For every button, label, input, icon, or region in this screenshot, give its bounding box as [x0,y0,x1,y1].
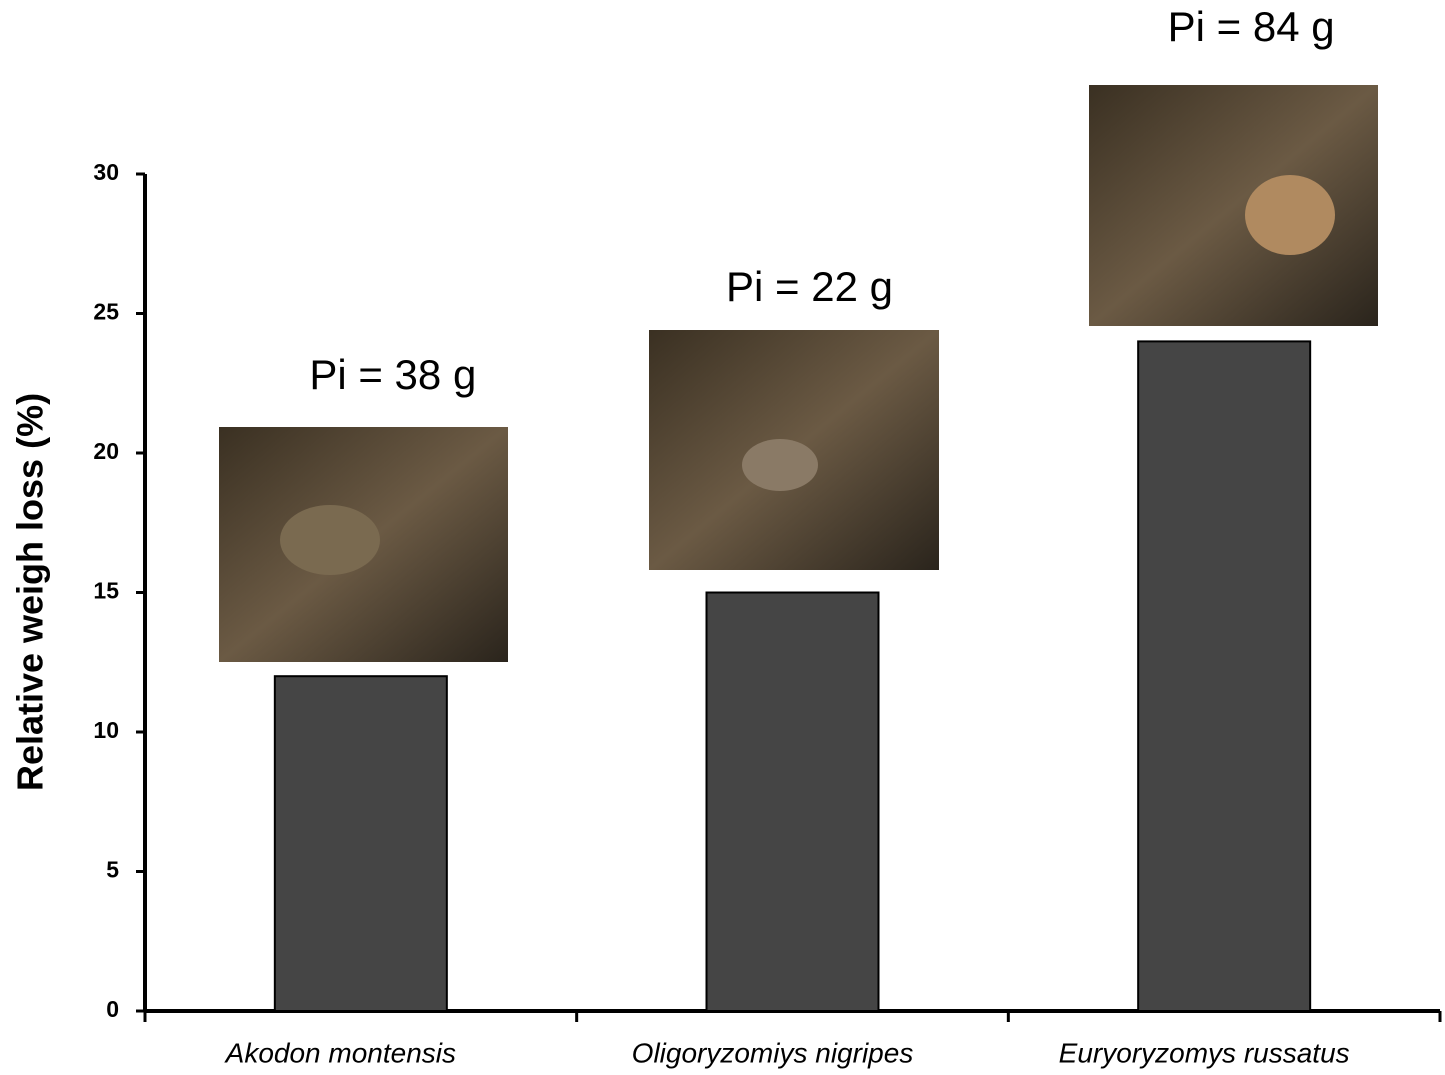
photo-animal [742,439,818,491]
annotation: Pi = 38 g [309,351,476,398]
annotation: Pi = 84 g [1168,3,1335,50]
x-tick-label: Euryoryzomys russatus [1059,1037,1350,1068]
annotation: Pi = 22 g [726,263,893,310]
y-tick-label: 20 [93,438,119,464]
y-axis-title: Relative weigh loss (%) [10,393,51,791]
bar [275,676,447,1011]
y-tick-label: 0 [106,996,119,1022]
chart: Relative weigh loss (%) 0 5 10 15 20 25 30 Akod… [0,0,1445,1075]
bar [1138,341,1310,1011]
y-tick-label: 25 [93,299,119,325]
x-tick-label: Akodon montensis [224,1037,456,1068]
y-tick-label: 10 [93,717,119,743]
page: Relative weigh loss (%) 0 5 10 15 20 25 30 Akod… [0,0,1445,1075]
y-tick-label: 5 [106,857,119,883]
bar [707,593,879,1012]
photo-animal [1245,175,1335,255]
x-tick-label: Oligoryzomiys nigripes [632,1037,914,1068]
y-tick-label: 30 [93,159,119,185]
photo-animal [280,505,380,575]
photo [1089,85,1378,326]
y-tick-label: 15 [93,578,119,604]
